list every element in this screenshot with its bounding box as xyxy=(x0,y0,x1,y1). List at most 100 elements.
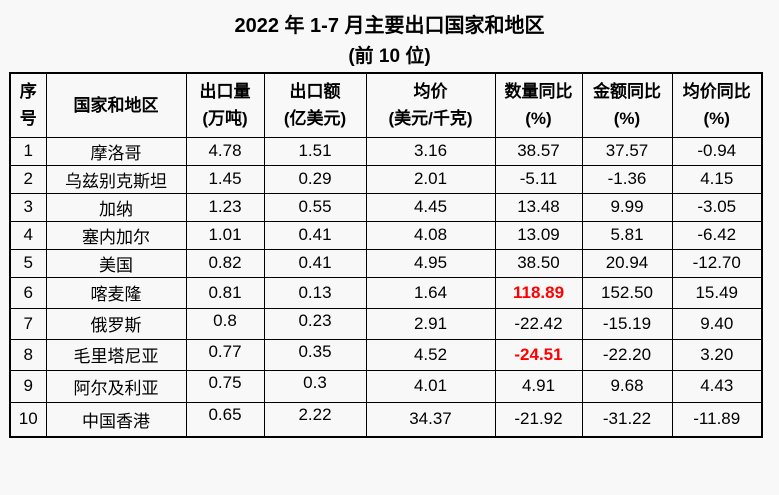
qty-yoy-cell: 13.48 xyxy=(494,192,583,222)
qty-yoy-cell-highlighted: 118.89 xyxy=(494,276,583,309)
value-yoy-cell: -31.22 xyxy=(581,401,673,438)
country-cell: 美国 xyxy=(45,248,187,278)
header-qty-yoy-line1: 数量同比 xyxy=(504,82,573,102)
table-row: 10 中国香港 0.65 2.22 34.37 -21.92 -31.22 -1… xyxy=(9,401,763,438)
country-cell: 塞内加尔 xyxy=(45,220,187,250)
price-cell: 4.01 xyxy=(365,369,496,403)
rank-cell: 8 xyxy=(9,338,47,371)
rank-cell: 9 xyxy=(9,369,47,403)
price-yoy-cell: -3.05 xyxy=(671,192,763,222)
header-price-line1: 均价 xyxy=(413,82,448,102)
qty-yoy-cell: 4.91 xyxy=(494,369,583,403)
header-price-yoy-line1: 均价同比 xyxy=(682,82,751,102)
value-yoy-cell: -1.36 xyxy=(581,164,673,194)
country-cell: 阿尔及利亚 xyxy=(45,369,187,403)
header-volume-line1: 出口量 xyxy=(199,82,251,102)
value-cell: 0.29 xyxy=(263,164,367,194)
rank-cell: 4 xyxy=(9,220,47,250)
country-cell: 俄罗斯 xyxy=(45,307,187,340)
table-row: 8 毛里塔尼亚 0.77 0.35 4.52 -24.51 -22.20 3.2… xyxy=(9,338,763,371)
value-yoy-cell: 9.68 xyxy=(581,369,673,403)
value-yoy-cell: 9.99 xyxy=(581,192,673,222)
page-title: 2022 年 1-7 月主要出口国家和地区 xyxy=(234,15,545,37)
price-cell: 4.95 xyxy=(365,248,496,278)
table-row: 7 俄罗斯 0.8 0.23 2.91 -22.42 -15.19 9.40 xyxy=(9,307,763,340)
volume-cell: 0.82 xyxy=(185,248,265,278)
header-price-line2: (美元/千克) xyxy=(388,109,473,129)
rank-cell: 5 xyxy=(9,248,47,278)
value-cell: 0.41 xyxy=(263,248,367,278)
table-row: 9 阿尔及利亚 0.75 0.3 4.01 4.91 9.68 4.43 xyxy=(9,369,763,403)
header-row: 序 号 国家和地区 出口量 (万吨) 出口额 (亿美元) 均价 (美元/千克) xyxy=(9,72,763,138)
export-countries-table: 序 号 国家和地区 出口量 (万吨) 出口额 (亿美元) 均价 (美元/千克) xyxy=(9,72,763,438)
country-cell: 摩洛哥 xyxy=(45,136,187,166)
price-yoy-cell: 9.40 xyxy=(671,307,763,340)
price-yoy-cell: -12.70 xyxy=(671,248,763,278)
table-row: 1 摩洛哥 4.78 1.51 3.16 38.57 37.57 -0.94 xyxy=(9,136,763,166)
header-price-yoy-line2: (%) xyxy=(703,109,730,129)
table-row: 4 塞内加尔 1.01 0.41 4.08 13.09 5.81 -6.42 xyxy=(9,220,763,250)
table-row: 6 喀麦隆 0.81 0.13 1.64 118.89 152.50 15.49 xyxy=(9,276,763,309)
value-cell: 2.22 xyxy=(263,401,367,438)
price-cell: 2.91 xyxy=(365,307,496,340)
value-cell: 0.13 xyxy=(263,276,367,309)
volume-cell: 0.8 xyxy=(185,307,265,340)
rank-cell: 3 xyxy=(9,192,47,222)
header-cell-volume: 出口量 (万吨) xyxy=(185,72,265,138)
price-cell: 4.08 xyxy=(365,220,496,250)
volume-cell: 0.81 xyxy=(185,276,265,309)
header-country-label: 国家和地区 xyxy=(73,95,159,115)
qty-yoy-cell: -21.92 xyxy=(494,401,583,438)
value-cell: 0.55 xyxy=(263,192,367,222)
value-yoy-cell: -15.19 xyxy=(581,307,673,340)
volume-cell: 1.01 xyxy=(185,220,265,250)
country-cell: 毛里塔尼亚 xyxy=(45,338,187,371)
header-qty-yoy-line2: (%) xyxy=(525,109,552,129)
value-cell: 0.3 xyxy=(263,369,367,403)
price-yoy-cell: 4.15 xyxy=(671,164,763,194)
header-cell-no: 序 号 xyxy=(9,72,47,138)
value-yoy-cell: -22.20 xyxy=(581,338,673,371)
price-cell: 4.45 xyxy=(365,192,496,222)
country-cell: 加纳 xyxy=(45,192,187,222)
table-row: 2 乌兹别克斯坦 1.45 0.29 2.01 -5.11 -1.36 4.15 xyxy=(9,164,763,194)
rank-cell: 10 xyxy=(9,401,47,438)
price-cell: 2.01 xyxy=(365,164,496,194)
header-value-line1: 出口额 xyxy=(289,82,341,102)
header-value-yoy-line2: (%) xyxy=(613,109,641,129)
price-yoy-cell: 4.43 xyxy=(671,369,763,403)
value-cell: 0.23 xyxy=(263,307,367,340)
qty-yoy-cell: 38.50 xyxy=(494,248,583,278)
value-cell: 1.51 xyxy=(263,136,367,166)
header-cell-value: 出口额 (亿美元) xyxy=(263,72,367,138)
volume-cell: 0.77 xyxy=(185,338,265,371)
qty-yoy-cell: 13.09 xyxy=(494,220,583,250)
header-cell-country: 国家和地区 xyxy=(45,72,187,138)
country-cell: 中国香港 xyxy=(45,401,187,438)
value-yoy-cell: 20.94 xyxy=(581,248,673,278)
volume-cell: 4.78 xyxy=(185,136,265,166)
value-yoy-cell: 152.50 xyxy=(581,276,673,309)
rank-cell: 7 xyxy=(9,307,47,340)
header-cell-price: 均价 (美元/千克) xyxy=(365,72,496,138)
volume-cell: 1.45 xyxy=(185,164,265,194)
qty-yoy-cell: -22.42 xyxy=(494,307,583,340)
header-value-line2: (亿美元) xyxy=(283,109,347,129)
price-cell: 1.64 xyxy=(365,276,496,309)
volume-cell: 0.65 xyxy=(185,401,265,438)
rank-cell: 2 xyxy=(9,164,47,194)
value-cell: 0.35 xyxy=(263,338,367,371)
price-cell: 3.16 xyxy=(365,136,496,166)
value-cell: 0.41 xyxy=(263,220,367,250)
header-value-yoy-line1: 金额同比 xyxy=(593,82,661,102)
header-cell-qty-yoy: 数量同比 (%) xyxy=(494,72,583,138)
page-subtitle: (前 10 位) xyxy=(348,46,431,67)
table-row: 5 美国 0.82 0.41 4.95 38.50 20.94 -12.70 xyxy=(9,248,763,278)
qty-yoy-cell-highlighted: -24.51 xyxy=(494,338,583,371)
country-cell: 乌兹别克斯坦 xyxy=(45,164,187,194)
header-cell-value-yoy: 金额同比 (%) xyxy=(581,72,673,138)
qty-yoy-cell: -5.11 xyxy=(494,164,583,194)
value-yoy-cell: 37.57 xyxy=(581,136,673,166)
price-yoy-cell: -0.94 xyxy=(671,136,763,166)
price-cell: 4.52 xyxy=(365,338,496,371)
